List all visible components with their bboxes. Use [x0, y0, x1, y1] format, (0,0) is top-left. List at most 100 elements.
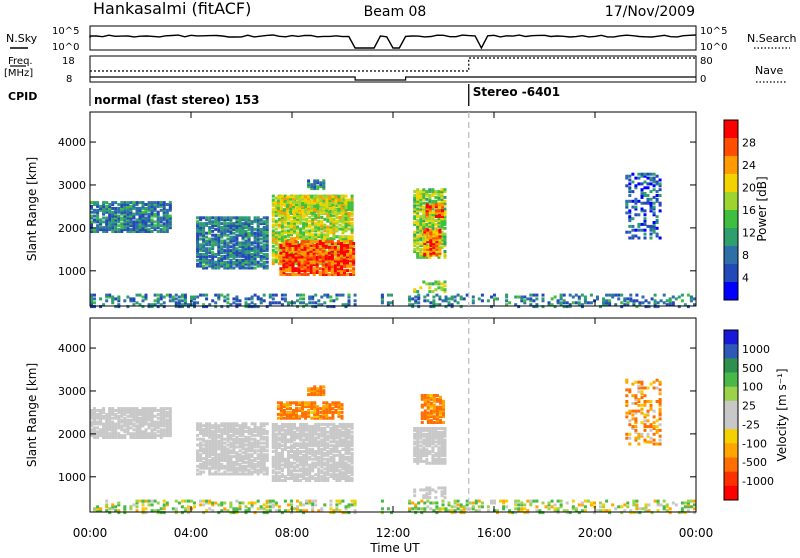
- power-cell: [628, 200, 631, 203]
- velocity-cell: [136, 407, 139, 410]
- velocity-cell: [296, 464, 299, 467]
- power-cell: [214, 261, 217, 264]
- power-cell: [169, 215, 172, 218]
- velocity-cell: [299, 450, 302, 453]
- power-cell: [278, 224, 281, 227]
- power-cell: [346, 259, 349, 262]
- power-cell: [286, 205, 289, 208]
- power-cell: [663, 294, 666, 297]
- power-cell: [248, 297, 251, 300]
- velocity-cell: [320, 469, 323, 472]
- power-cell: [299, 301, 302, 304]
- power-cell: [329, 214, 332, 217]
- velocity-cell: [223, 442, 226, 445]
- power-cell: [334, 199, 337, 202]
- power-cell: [560, 301, 563, 304]
- power-cell: [275, 247, 278, 250]
- velocity-cell: [251, 438, 254, 441]
- power-cell: [602, 297, 605, 300]
- velocity-cell: [319, 415, 322, 418]
- power-cell: [223, 296, 226, 299]
- velocity-cell: [293, 450, 296, 453]
- velocity-cell: [275, 433, 278, 436]
- power-cell: [644, 181, 647, 184]
- velocity-cell: [217, 473, 220, 476]
- power-cell: [551, 297, 554, 300]
- power-cell: [335, 220, 338, 223]
- velocity-cell: [160, 407, 163, 410]
- power-cell: [102, 201, 105, 204]
- power-cell: [245, 301, 248, 304]
- power-cell: [641, 229, 644, 232]
- power-cell: [647, 198, 650, 201]
- power-cell: [154, 299, 157, 302]
- velocity-cell: [129, 426, 132, 429]
- power-cell: [245, 216, 248, 219]
- power-cell: [126, 201, 129, 204]
- power-cell: [239, 249, 242, 252]
- power-cell: [281, 297, 284, 300]
- cpid-segment-normal: normal (fast stereo) 153: [94, 93, 260, 107]
- power-cell: [114, 297, 117, 300]
- power-cell: [111, 296, 114, 299]
- power-cell: [136, 207, 139, 210]
- power-cell: [637, 223, 640, 226]
- velocity-cell: [239, 473, 242, 476]
- velocity-cell: [245, 422, 248, 425]
- power-cell: [136, 294, 139, 297]
- power-cell: [275, 228, 278, 231]
- velocity-cell: [345, 423, 348, 426]
- power-cell: [316, 179, 319, 182]
- velocity-cell: [281, 448, 284, 451]
- velocity-cell: [232, 438, 235, 441]
- power-cell: [142, 296, 145, 299]
- power-cell: [432, 211, 435, 214]
- power-cell: [349, 240, 352, 243]
- power-cell: [444, 233, 447, 236]
- velocity-cell: [326, 423, 329, 426]
- power-cell: [205, 222, 208, 225]
- power-cell: [295, 273, 298, 276]
- power-cell: [314, 294, 317, 297]
- power-cell: [284, 235, 287, 238]
- power-cell: [99, 218, 102, 221]
- power-cell: [628, 186, 631, 189]
- power-cell: [653, 211, 656, 214]
- velocity-cell: [326, 458, 329, 461]
- power-cell: [263, 226, 266, 229]
- power-cell: [434, 200, 437, 203]
- velocity-cell: [301, 401, 304, 404]
- y-tick-label: 1000: [58, 265, 86, 278]
- power-cell: [263, 220, 266, 223]
- velocity-cell: [93, 407, 96, 410]
- power-cell: [282, 259, 285, 262]
- power-cell: [272, 258, 275, 261]
- power-cell: [417, 294, 420, 297]
- power-cell: [523, 296, 526, 299]
- power-cell: [337, 240, 340, 243]
- power-cell: [196, 301, 199, 304]
- velocity-cell: [263, 422, 266, 425]
- power-cell: [292, 195, 295, 198]
- power-cell: [248, 216, 251, 219]
- velocity-cell: [223, 438, 226, 441]
- power-cell: [302, 214, 305, 217]
- power-cell: [196, 259, 199, 262]
- power-cell: [251, 267, 254, 270]
- velocity-cell: [239, 453, 242, 456]
- velocity-cell: [320, 475, 323, 478]
- power-cell: [659, 237, 662, 240]
- power-cell: [307, 195, 310, 198]
- power-cell: [251, 247, 254, 250]
- power-cell: [319, 252, 322, 255]
- power-cell: [299, 297, 302, 300]
- power-cell: [644, 213, 647, 216]
- power-cell: [590, 294, 593, 297]
- power-cell: [105, 294, 108, 297]
- power-cell: [325, 195, 328, 198]
- velocity-cell: [320, 427, 323, 430]
- power-cell: [490, 296, 493, 299]
- velocity-cell: [211, 457, 214, 460]
